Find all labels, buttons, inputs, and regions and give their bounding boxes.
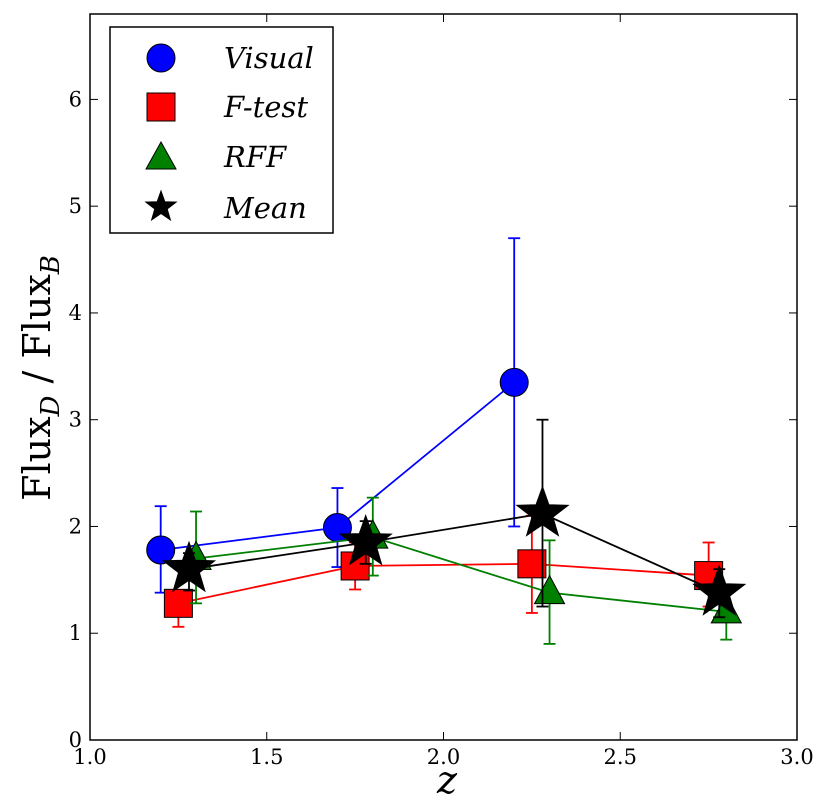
series-rff xyxy=(180,496,743,645)
legend-visual-label: Visual xyxy=(224,41,314,75)
plot-area xyxy=(146,237,747,645)
x-tick-label: 2.0 xyxy=(427,745,460,769)
legend-mean-label: Mean xyxy=(223,191,307,225)
legend-mean-marker xyxy=(144,189,178,222)
y-tick-label: 6 xyxy=(69,87,82,111)
legend-ftest-label: F-test xyxy=(223,90,308,124)
y-axis-label: FluxD / FluxB xyxy=(15,255,66,501)
f-test-point xyxy=(517,549,547,579)
x-tick-label: 2.5 xyxy=(604,745,637,769)
mean-point xyxy=(692,564,747,616)
y-label-flux-den: Flux xyxy=(15,274,59,358)
f-test-point xyxy=(163,588,193,618)
rff-line xyxy=(195,536,727,613)
mean-point xyxy=(338,514,393,566)
legend-ftest-marker xyxy=(146,92,176,122)
y-tick-label: 0 xyxy=(69,728,82,752)
x-tick-label: 1.5 xyxy=(250,745,283,769)
x-tick-label: 3.0 xyxy=(780,745,813,769)
legend-rff-marker xyxy=(145,140,177,170)
y-tick-label: 3 xyxy=(69,408,82,432)
legend-rff-label: RFF xyxy=(223,140,287,174)
y-tick-label: 2 xyxy=(69,514,82,538)
axes: 1.0 1.5 2.0 2.5 3.0 0 1 2 3 4 5 6 xyxy=(69,13,814,769)
y-tick-label: 4 xyxy=(69,301,82,325)
series-visual xyxy=(146,237,529,594)
y-label-sub-d: D xyxy=(36,395,66,417)
mean-point xyxy=(161,540,217,593)
y-label-sub-b: B xyxy=(36,255,66,275)
y-tick-label: 5 xyxy=(69,194,82,218)
legend-visual-marker xyxy=(146,43,176,73)
x-axis-label: z xyxy=(436,758,458,802)
y-label-separator: / xyxy=(15,359,59,396)
visual-point xyxy=(499,367,529,397)
f-test-line xyxy=(178,562,709,605)
visual-point xyxy=(146,535,176,565)
series-f-test xyxy=(163,514,724,628)
mean-point xyxy=(515,485,570,537)
series-mean xyxy=(161,418,747,619)
y-tick-label: 1 xyxy=(69,621,82,645)
y-label-flux-num: Flux xyxy=(15,416,59,500)
legend: Visual F-test RFF Mean xyxy=(109,26,334,234)
mean-line xyxy=(188,512,720,594)
x-tick-label: 1.0 xyxy=(73,745,106,769)
